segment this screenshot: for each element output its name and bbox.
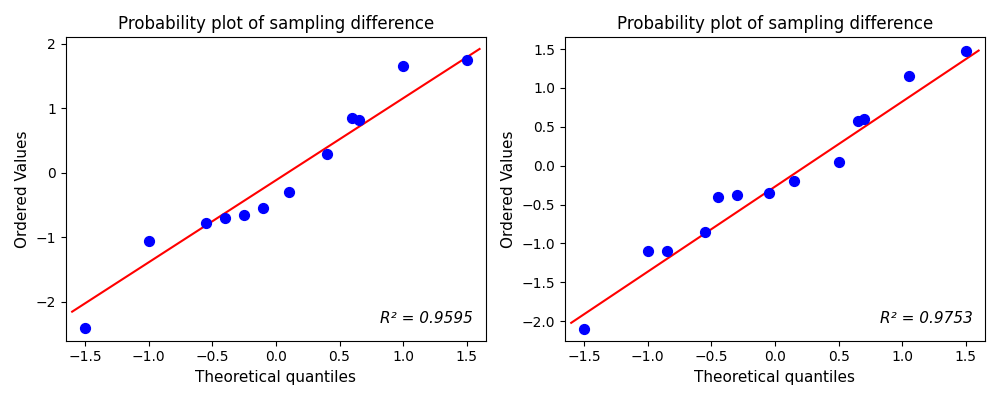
Point [958, 48, 974, 54]
Point [236, 212, 252, 218]
Point [697, 229, 713, 235]
Point [729, 192, 745, 198]
Point [77, 325, 93, 331]
Point [319, 150, 335, 157]
Text: R² = 0.9753: R² = 0.9753 [880, 310, 972, 326]
Point [710, 194, 726, 200]
Point [217, 215, 233, 221]
Y-axis label: Ordered Values: Ordered Values [15, 130, 30, 248]
Point [659, 248, 675, 254]
Point [856, 116, 872, 122]
Point [850, 118, 866, 124]
Point [831, 159, 847, 165]
Point [761, 190, 777, 196]
Point [640, 248, 656, 254]
X-axis label: Theoretical quantiles: Theoretical quantiles [694, 370, 855, 385]
Y-axis label: Ordered Values: Ordered Values [501, 130, 516, 248]
Point [344, 115, 360, 121]
Point [281, 189, 297, 196]
Point [786, 178, 802, 184]
Point [198, 220, 214, 226]
X-axis label: Theoretical quantiles: Theoretical quantiles [195, 370, 356, 385]
Point [395, 63, 411, 70]
Point [901, 73, 917, 80]
Point [459, 57, 475, 63]
Title: Probability plot of sampling difference: Probability plot of sampling difference [118, 15, 434, 33]
Text: R² = 0.9595: R² = 0.9595 [380, 310, 473, 326]
Point [141, 238, 157, 244]
Point [255, 205, 271, 212]
Point [351, 117, 367, 123]
Title: Probability plot of sampling difference: Probability plot of sampling difference [617, 15, 933, 33]
Point [576, 326, 592, 332]
